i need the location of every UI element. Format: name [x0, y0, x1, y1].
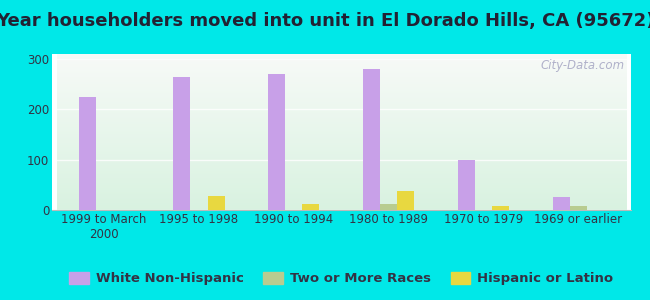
Bar [380, 204, 397, 210]
Text: Year householders moved into unit in El Dorado Hills, CA (95672): Year householders moved into unit in El … [0, 12, 650, 30]
Bar [458, 160, 475, 210]
Text: City-Data.com: City-Data.com [541, 59, 625, 72]
Bar [570, 206, 587, 210]
Bar [174, 76, 190, 210]
Bar [268, 74, 285, 210]
Bar [552, 197, 570, 210]
Bar [363, 69, 380, 210]
Bar [397, 191, 414, 210]
Bar [207, 196, 225, 210]
Bar [492, 206, 509, 210]
Bar [302, 204, 319, 210]
Legend: White Non-Hispanic, Two or More Races, Hispanic or Latino: White Non-Hispanic, Two or More Races, H… [64, 267, 618, 291]
Bar [79, 97, 96, 210]
